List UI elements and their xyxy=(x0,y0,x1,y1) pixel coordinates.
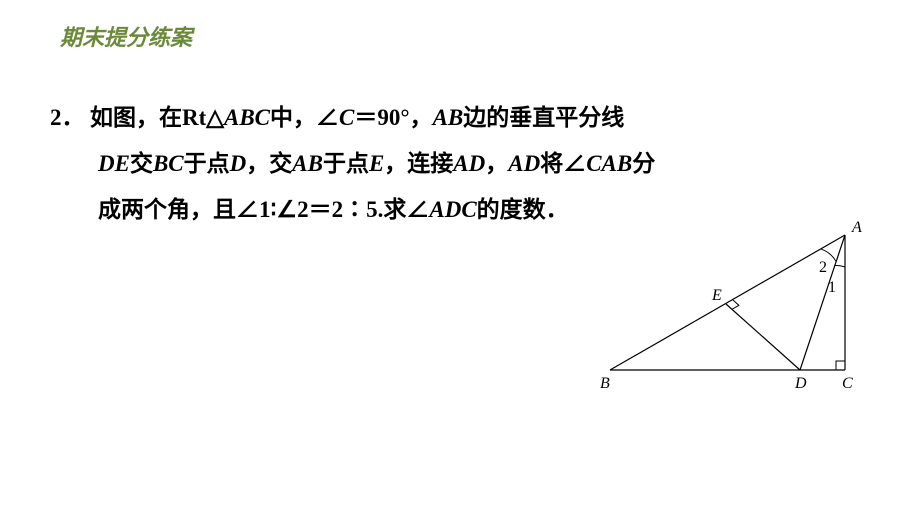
svg-text:2: 2 xyxy=(819,259,827,276)
problem-body-1: 如图，在Rt△ABC中，∠C＝90°，AB边的垂直平分线 xyxy=(90,105,624,130)
svg-text:E: E xyxy=(711,287,722,304)
svg-text:A: A xyxy=(851,220,862,236)
triangle-diagram: A B C D E 12 xyxy=(600,220,880,400)
svg-text:1: 1 xyxy=(828,279,836,296)
header-text: 期末提分练案 xyxy=(60,25,192,50)
section-header: 期末提分练案 xyxy=(60,20,192,52)
problem-statement: 2．如图，在Rt△ABC中，∠C＝90°，AB边的垂直平分线 DE交BC于点D，… xyxy=(50,95,770,233)
geometry-figure: A B C D E 12 xyxy=(600,220,880,400)
problem-line-2: DE交BC于点D，交AB于点E，连接AD，AD将∠CAB分 xyxy=(50,141,770,187)
problem-line-1: 2．如图，在Rt△ABC中，∠C＝90°，AB边的垂直平分线 xyxy=(50,95,770,141)
svg-text:C: C xyxy=(842,375,853,392)
svg-text:B: B xyxy=(600,375,610,392)
problem-number: 2． xyxy=(50,95,90,141)
svg-text:D: D xyxy=(794,375,807,392)
